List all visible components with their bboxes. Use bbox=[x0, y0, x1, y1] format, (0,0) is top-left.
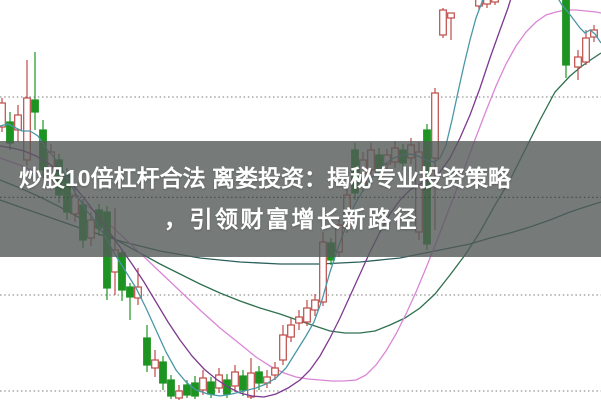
candle-up bbox=[582, 30, 590, 65]
candle-up bbox=[287, 318, 295, 342]
candle-up bbox=[87, 212, 95, 246]
candle-up bbox=[483, 0, 491, 8]
candle-up bbox=[383, 149, 391, 169]
candle-down bbox=[423, 124, 431, 250]
candle-down bbox=[375, 148, 383, 178]
candle-up bbox=[23, 60, 31, 166]
gridline-over-banner bbox=[0, 197, 601, 199]
candle-down bbox=[351, 143, 359, 200]
candle-up bbox=[247, 358, 255, 399]
ma-teal-right bbox=[558, 0, 601, 44]
candle-up bbox=[491, 0, 499, 5]
candle-up bbox=[263, 370, 271, 388]
candle-up bbox=[271, 362, 279, 380]
candle-up bbox=[439, 8, 447, 38]
candle-up bbox=[0, 98, 6, 132]
candle-down bbox=[255, 366, 263, 390]
candle-up bbox=[295, 310, 303, 330]
candle-up bbox=[303, 300, 311, 326]
candle-up bbox=[231, 365, 239, 392]
candle-down bbox=[6, 112, 14, 150]
candle-down bbox=[562, 0, 570, 78]
candle-up bbox=[343, 188, 351, 233]
candle-up bbox=[151, 350, 159, 377]
candle-down bbox=[31, 52, 39, 130]
candle-up bbox=[391, 141, 399, 168]
candle-down bbox=[39, 120, 47, 178]
candle-up bbox=[311, 294, 319, 316]
ma-darkgreen bbox=[0, 52, 601, 334]
candle-up bbox=[431, 88, 439, 230]
candle-up bbox=[447, 12, 455, 40]
candle-down bbox=[103, 206, 111, 300]
candle-down bbox=[118, 249, 126, 301]
candle-down bbox=[399, 144, 407, 170]
candle-up bbox=[199, 370, 207, 395]
ma-orchid bbox=[0, 9, 601, 382]
candle-up bbox=[574, 50, 582, 80]
candle-down bbox=[167, 375, 175, 399]
candle-down bbox=[126, 283, 134, 320]
candle-down bbox=[159, 356, 167, 390]
candle-up bbox=[407, 138, 415, 164]
candle-up bbox=[475, 0, 483, 10]
candle-up bbox=[14, 105, 22, 142]
candle-down bbox=[143, 325, 151, 372]
candle-up bbox=[367, 143, 375, 177]
candle-up bbox=[111, 208, 119, 295]
candle-up bbox=[279, 325, 287, 365]
candle-up bbox=[175, 385, 183, 400]
candle-up bbox=[47, 144, 55, 176]
